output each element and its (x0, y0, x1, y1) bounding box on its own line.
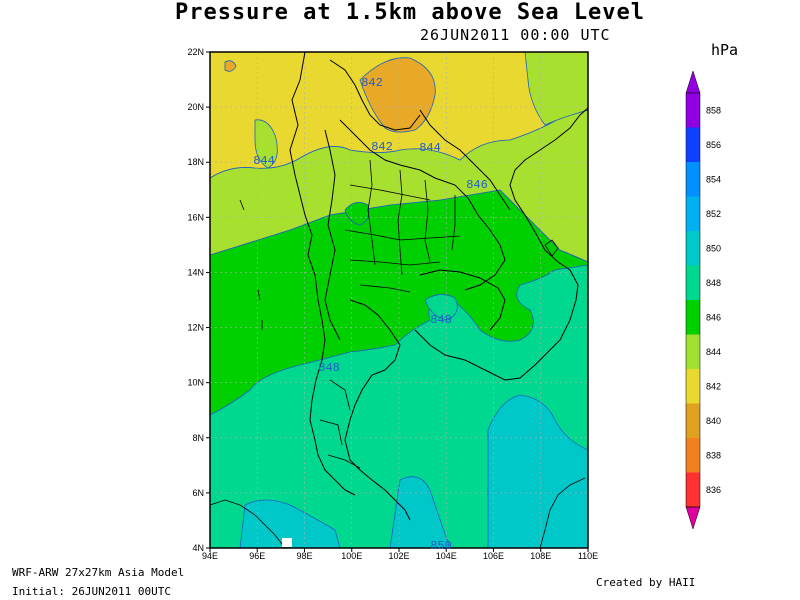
border-cambodia (419, 269, 506, 331)
contour-label: 842 (361, 76, 383, 90)
colorbar-level-label: 836 (706, 485, 721, 495)
malay-peninsula-borders (319, 379, 361, 469)
colorbar-level-label: 844 (706, 347, 721, 357)
lon-tick-label: 98E (296, 551, 312, 561)
borneo-west-coast (539, 477, 586, 549)
map-title: Pressure at 1.5km above Sea Level (174, 0, 646, 25)
lon-tick-label: 96E (249, 551, 265, 561)
islands-andaman (239, 199, 263, 330)
colorbar-segment (686, 300, 700, 335)
colorbar-segment (686, 472, 700, 507)
region-840 (359, 57, 436, 133)
footer-credit: Created by HAII (596, 576, 696, 589)
colorbar-level-label: 858 (706, 105, 721, 115)
missing-data-marker (282, 538, 292, 547)
contour-label: 846 (466, 178, 488, 192)
lat-tick-label: 22N (187, 47, 204, 57)
region-850-south-2 (389, 476, 451, 549)
lat-tick-label: 16N (187, 212, 204, 222)
region-850-southwest (239, 499, 341, 549)
colorbar-level-label: 852 (706, 209, 721, 219)
colorbar-bottom-arrow (685, 506, 701, 530)
colorbar-segment (686, 369, 700, 404)
colorbar-level-label: 846 (706, 312, 721, 322)
colorbar-unit: hPa (711, 41, 739, 59)
region-840-small (224, 60, 237, 72)
hainan-island (544, 239, 559, 257)
contour-label: 844 (419, 141, 441, 155)
colorbar-level-label: 856 (706, 140, 721, 150)
border-china-myanmar (329, 59, 421, 131)
colorbar-segment (686, 438, 700, 473)
colorbar-segment (686, 162, 700, 197)
border-laos-vietnam (419, 109, 511, 211)
lat-tick-label: 12N (187, 323, 204, 333)
colorbar-segment (686, 265, 700, 300)
contour-labels: 842 842 844 844 846 848 848 850 (253, 76, 488, 553)
colorbar-segment (686, 231, 700, 266)
contour-label: 842 (371, 140, 393, 154)
lat-tick-label: 4N (192, 543, 204, 553)
footer-model: WRF-ARW 27x27km Asia Model (12, 566, 185, 579)
border-myanmar-thailand (324, 129, 341, 341)
contour-label: 850 (430, 539, 452, 553)
lon-tick-label: 104E (436, 551, 457, 561)
colorbar-top-arrow (685, 70, 701, 94)
lon-tick-label: 94E (202, 551, 218, 561)
map-datetime: 26JUN2011 00:00 UTC (420, 26, 611, 44)
contour-label: 848 (430, 313, 452, 327)
lon-tick-label: 110E (578, 551, 598, 561)
region-848-island (424, 294, 458, 321)
lat-tick-label: 20N (187, 102, 204, 112)
province-lines (344, 159, 461, 293)
colorbar-level-label: 842 (706, 381, 721, 391)
contour-label: 844 (253, 154, 275, 168)
lat-tick-label: 8N (192, 433, 204, 443)
lat-tick-label: 6N (192, 488, 204, 498)
region-846-blob-north (344, 202, 370, 226)
longitude-axis: 94E 96E 98E 100E 102E 104E 106E 108E 110E (202, 548, 598, 561)
colorbar-segment (686, 196, 700, 231)
region-850-south (487, 394, 589, 549)
lon-tick-label: 106E (483, 551, 504, 561)
colorbar-segment (686, 93, 700, 128)
border-thailand-laos (339, 119, 506, 291)
lon-tick-label: 108E (530, 551, 551, 561)
colorbar-level-label: 840 (706, 416, 721, 426)
colorbar-level-label: 854 (706, 174, 721, 184)
region-844-east-blob (524, 51, 589, 126)
lon-tick-label: 100E (341, 551, 362, 561)
coastline-north-china (539, 107, 589, 151)
coastline-cambodia-vietnam (414, 149, 579, 381)
lat-tick-label: 14N (187, 267, 204, 277)
colorbar-level-label: 838 (706, 450, 721, 460)
colorbar-segment (686, 334, 700, 369)
lat-tick-label: 18N (187, 157, 204, 167)
lon-tick-label: 102E (388, 551, 409, 561)
colorbar-segment (686, 403, 700, 438)
colorbar-level-label: 848 (706, 278, 721, 288)
lat-tick-label: 10N (187, 378, 204, 388)
colorbar: 858 856 854 852 850 848 846 844 842 840 838 836 (685, 70, 721, 530)
colorbar-frame (685, 92, 701, 508)
colorbar-segment (686, 127, 700, 162)
footer-initial: Initial: 26JUN2011 00UTC (12, 585, 171, 598)
gridlines (210, 52, 588, 548)
colorbar-level-label: 850 (706, 243, 721, 253)
sumatra-coast (209, 499, 286, 549)
latitude-axis: 4N 6N 8N 10N 12N 14N 16N 18N 20N 22N (187, 47, 210, 553)
coastline-myanmar-west (289, 51, 356, 496)
contour-label: 848 (318, 361, 340, 375)
coastlines-and-borders (209, 51, 589, 549)
coastline-thailand-gulf (344, 299, 411, 521)
